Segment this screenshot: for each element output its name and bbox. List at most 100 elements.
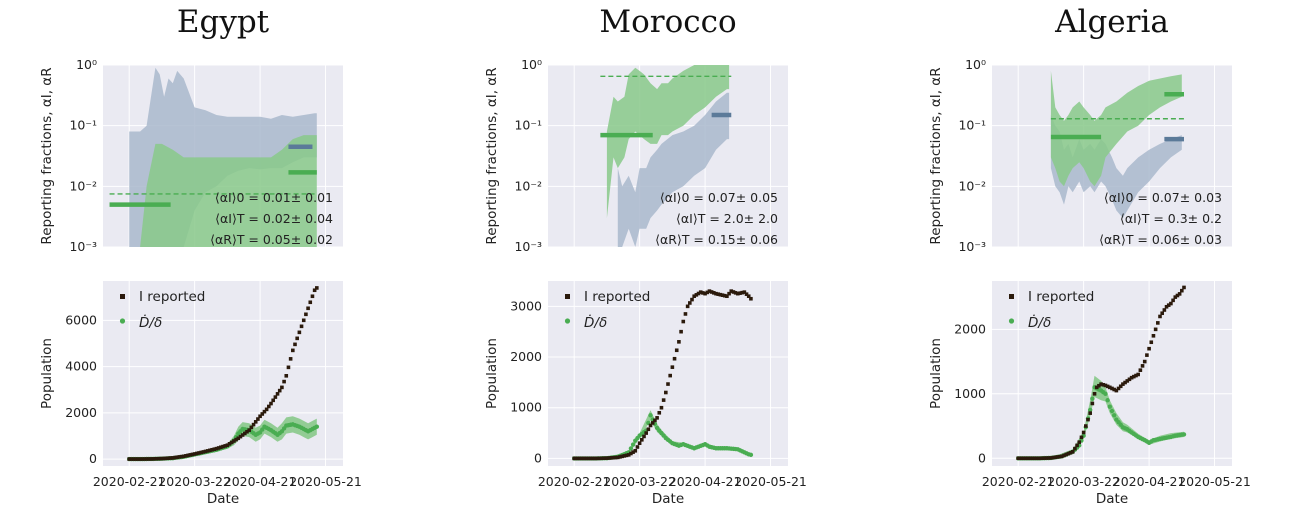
- i-reported-point: [692, 294, 696, 299]
- x-axis-label: Date: [1096, 491, 1128, 507]
- i-reported-point: [1153, 327, 1158, 332]
- y-tick-label: 0: [978, 450, 986, 465]
- i-reported-point: [256, 417, 260, 421]
- i-reported-point: [249, 425, 254, 430]
- i-reported-point: [1105, 384, 1110, 389]
- legend-i-reported-marker: [120, 294, 125, 299]
- i-reported-point: [1086, 417, 1090, 422]
- y-tick-label: 1000: [954, 386, 986, 401]
- y-tick-label: 10⁻¹: [958, 118, 986, 133]
- i-reported-point: [140, 457, 145, 461]
- i-reported-point: [1177, 292, 1182, 296]
- d-over-delta-point: [1087, 407, 1093, 413]
- i-reported-point: [315, 286, 319, 290]
- i-reported-point: [190, 452, 195, 457]
- i-reported-point: [644, 431, 648, 435]
- i-reported-point: [716, 292, 720, 296]
- i-reported-point: [1092, 392, 1097, 396]
- i-reported-point: [136, 457, 140, 461]
- alpha-r-band: [1050, 115, 1182, 219]
- i-reported-point: [282, 379, 286, 384]
- i-reported-point: [613, 455, 618, 460]
- i-reported-point: [738, 291, 742, 295]
- i-reported-point: [1116, 386, 1121, 391]
- i-reported-point: [133, 457, 138, 461]
- i-reported-point: [664, 390, 668, 395]
- i-reported-point: [1068, 450, 1073, 455]
- legend-i-reported-marker: [565, 294, 570, 299]
- i-reported-point: [1060, 454, 1064, 459]
- i-reported-point: [1103, 383, 1108, 388]
- i-reported-point: [214, 446, 219, 451]
- i-reported-point: [581, 456, 585, 461]
- i-reported-point: [288, 357, 293, 361]
- i-reported-point: [1044, 456, 1049, 460]
- i-reported-point: [1129, 375, 1134, 380]
- i-reported-point: [718, 292, 723, 297]
- d-over-delta-point: [1105, 398, 1110, 403]
- legend-d-over-delta-label: Ḋ/δ: [139, 313, 162, 331]
- i-reported-point: [1057, 454, 1062, 459]
- i-reported-point: [1064, 452, 1068, 457]
- fit-annotation: ⟨αI⟩T = 0.02± 0.04: [215, 211, 333, 226]
- i-reported-point: [203, 449, 208, 454]
- plot-content: [1050, 70, 1184, 219]
- i-reported-point: [157, 456, 162, 461]
- i-reported-point: [275, 392, 280, 396]
- i-reported-point: [705, 290, 710, 295]
- y-tick-label: 10⁻³: [69, 239, 97, 254]
- legend: I reported Ḋ/δ: [564, 289, 650, 331]
- i-reported-point: [181, 454, 186, 459]
- i-reported-point: [1101, 382, 1106, 387]
- legend-d-over-delta-marker: [1008, 318, 1015, 324]
- i-reported-point: [1020, 456, 1025, 461]
- i-reported-point: [166, 456, 171, 460]
- i-reported-point: [1175, 293, 1180, 298]
- i-reported-point: [173, 455, 177, 460]
- y-tick-label: 2000: [510, 349, 542, 364]
- y-tick-label: 10⁻²: [514, 178, 542, 193]
- x-tick-label: 2020-05-21: [734, 474, 807, 489]
- legend: I reported Ḋ/δ: [1008, 289, 1094, 331]
- i-reported-point: [1127, 377, 1132, 382]
- i-reported-point: [273, 395, 278, 399]
- i-reported-point: [583, 456, 587, 461]
- i-reported-point: [162, 456, 166, 461]
- i-reported-point: [1046, 456, 1051, 460]
- i-reported-point: [589, 456, 594, 461]
- y-tick-label: 6000: [65, 312, 97, 327]
- d-over-delta-band: [129, 416, 317, 460]
- i-reported-point: [142, 457, 147, 461]
- i-reported-point: [1075, 443, 1079, 448]
- i-reported-point: [262, 409, 267, 414]
- i-reported-point: [168, 456, 173, 460]
- i-reported-point: [310, 294, 315, 299]
- i-reported-point: [1053, 455, 1058, 460]
- plot-content: [600, 65, 732, 247]
- i-reported-point: [740, 290, 744, 295]
- i-reported-point: [733, 291, 738, 295]
- y-tick-label: 3000: [510, 298, 542, 313]
- i-reported-point: [253, 420, 258, 424]
- i-reported-point: [1142, 359, 1147, 364]
- i-reported-point: [1029, 456, 1034, 461]
- i-reported-point: [624, 453, 629, 458]
- i-reported-point: [653, 418, 657, 423]
- i-reported-point: [600, 456, 605, 461]
- i-reported-point: [286, 365, 291, 370]
- i-reported-point: [1038, 456, 1042, 461]
- d-over-delta-point: [1181, 432, 1187, 437]
- i-reported-point: [616, 455, 620, 460]
- i-reported-point: [225, 443, 230, 447]
- legend: I reported Ḋ/δ: [119, 289, 205, 331]
- plot-area: [548, 281, 788, 466]
- y-tick-label: 10⁰: [521, 57, 542, 72]
- x-tick-label: 2020-03-22: [1047, 474, 1120, 489]
- fit-annotation: ⟨αI⟩T = 0.3± 0.2: [1120, 211, 1222, 226]
- x-tick-label: 2020-05-21: [1178, 474, 1251, 489]
- i-reported-point: [657, 410, 662, 415]
- i-reported-point: [637, 441, 642, 445]
- i-reported-point: [650, 421, 655, 425]
- y-axis-label: Reporting fractions, αI, αR: [928, 67, 944, 244]
- i-reported-point: [155, 456, 160, 461]
